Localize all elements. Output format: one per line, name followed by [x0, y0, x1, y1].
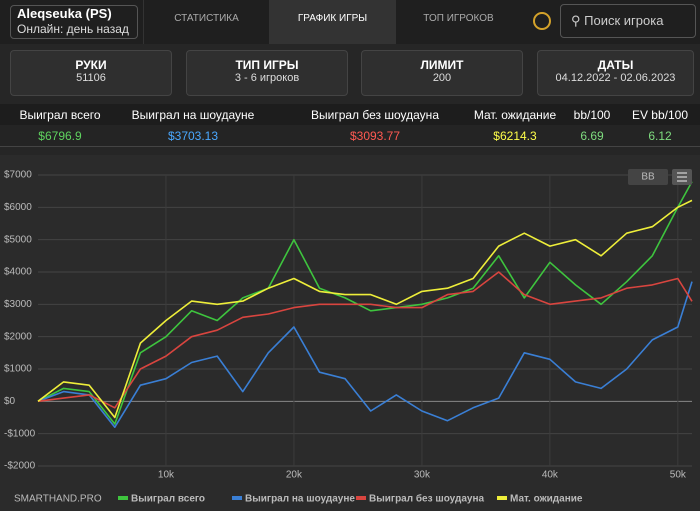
stats-header: Выиграл без шоудауна	[311, 108, 439, 122]
y-tick-label: $1000	[4, 364, 32, 375]
x-tick-label: 20k	[286, 470, 303, 481]
stat-card: ДАТЫ 04.12.2022 - 02.06.2023	[537, 50, 694, 96]
card-value: 04.12.2022 - 02.06.2023	[555, 72, 676, 84]
y-tick-label: $2000	[4, 331, 32, 342]
series-line	[37, 281, 693, 428]
stats-header: Выиграл на шоудауне	[131, 108, 255, 122]
header: Aleqseuka (PS) Онлайн: день назад СТАТИСТ…	[0, 0, 700, 44]
legend-label: Выиграл всего	[131, 494, 205, 505]
stat-card: ТИП ИГРЫ 3 - 6 игроков	[186, 50, 348, 96]
watermark: SMARTHAND.PRO	[14, 494, 102, 505]
card-label: ЛИМИТ	[420, 58, 464, 72]
x-tick-label: 30k	[414, 470, 431, 481]
unit-button[interactable]	[628, 169, 668, 185]
legend-label: Мат. ожидание	[510, 494, 583, 505]
legend-swatch[interactable]	[118, 496, 128, 500]
stats-header: Мат. ожидание	[473, 108, 557, 122]
legend-swatch[interactable]	[497, 496, 507, 500]
stats-value: 6.69	[580, 129, 604, 143]
x-tick-label: 50k	[670, 470, 687, 481]
x-tick-label: 10k	[158, 470, 175, 481]
card-label: РУКИ	[75, 58, 107, 72]
stat-card: РУКИ 51106	[10, 50, 172, 96]
stats-value: $6214.3	[493, 129, 537, 143]
user-status: Онлайн: день назад	[17, 22, 129, 36]
stats-header: bb/100	[573, 108, 611, 122]
user-name: Aleqseuka (PS)	[17, 6, 112, 21]
tab[interactable]: ТОП ИГРОКОВ	[395, 0, 521, 44]
x-tick-label: 40k	[542, 470, 559, 481]
search-placeholder: Поиск игрока	[584, 13, 664, 28]
tab-active[interactable]: ГРАФИК ИГРЫ	[269, 0, 395, 44]
legend-swatch[interactable]	[232, 496, 242, 500]
stats-header-row	[0, 104, 700, 125]
chart-bg	[0, 155, 700, 511]
y-tick-label: -$1000	[4, 428, 36, 439]
stat-card: ЛИМИТ 200	[361, 50, 523, 96]
stats-header: EV bb/100	[631, 108, 689, 122]
chart: -$2000 -$1000 $0 $1000 $2000 $3000 $4000 $5000 $…	[0, 155, 700, 511]
user-box[interactable]: Aleqseuka (PS) Онлайн: день назад	[10, 5, 138, 39]
tab[interactable]: СТАТИСТИКА	[143, 0, 269, 44]
stats-value: 6.12	[648, 129, 672, 143]
unit-button-label: BB	[641, 172, 655, 183]
stats-value: $6796.9	[38, 129, 82, 143]
card-value: 51106	[76, 72, 106, 84]
card-label: ДАТЫ	[597, 58, 634, 72]
settings-icon[interactable]	[533, 12, 551, 30]
y-tick-label: $7000	[4, 170, 32, 181]
stats-header: Выиграл всего	[19, 108, 101, 122]
series-line	[37, 199, 693, 419]
stats-value-row	[0, 125, 700, 147]
card-value: 3 - 6 игроков	[234, 72, 300, 84]
y-tick-label: $6000	[4, 202, 32, 213]
stats-value: $3703.13	[167, 129, 219, 143]
y-tick-label: $5000	[4, 234, 32, 245]
series-line	[37, 271, 693, 409]
y-tick-label: $4000	[4, 267, 32, 278]
y-tick-label: $3000	[4, 299, 32, 310]
card-value: 200	[432, 72, 452, 84]
legend-swatch[interactable]	[356, 496, 366, 500]
series-line	[37, 181, 693, 425]
y-tick-label: $0	[4, 396, 16, 407]
stats-value: $3093.77	[349, 129, 401, 143]
card-label: ТИП ИГРЫ	[235, 58, 299, 72]
y-tick-label: -$2000	[4, 461, 36, 472]
legend-label: Выиграл без шоудауна	[369, 493, 484, 505]
search-box[interactable]: ⚲ Поиск игрока	[560, 4, 696, 38]
legend-label: Выиграл на шоудауне	[245, 494, 355, 505]
